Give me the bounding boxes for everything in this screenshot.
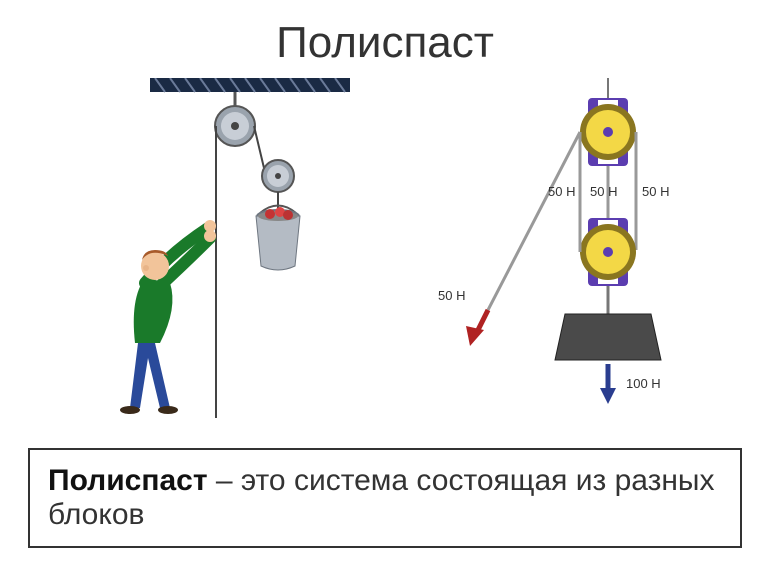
definition-term: Полиспаст: [48, 464, 208, 497]
force-pulley-illustration: [430, 78, 710, 418]
diagram-area: 50 H 50 H 50 H 50 H 100 H: [0, 68, 770, 448]
definition-box: Полиспаст – это система состоящая из раз…: [28, 448, 742, 548]
force-label-rope-left: 50 H: [548, 184, 575, 199]
force-label-rope-right: 50 H: [642, 184, 669, 199]
left-diagram: [60, 78, 380, 418]
pull-arrow: [466, 310, 488, 346]
force-label-weight: 100 H: [626, 376, 661, 391]
weight-arrow: [600, 364, 616, 404]
page-title: Полиспаст: [0, 0, 770, 68]
person-pulley-illustration: [60, 78, 380, 418]
force-label-rope-mid: 50 H: [590, 184, 617, 199]
force-label-pull: 50 H: [438, 288, 465, 303]
right-diagram: 50 H 50 H 50 H 50 H 100 H: [430, 78, 710, 418]
